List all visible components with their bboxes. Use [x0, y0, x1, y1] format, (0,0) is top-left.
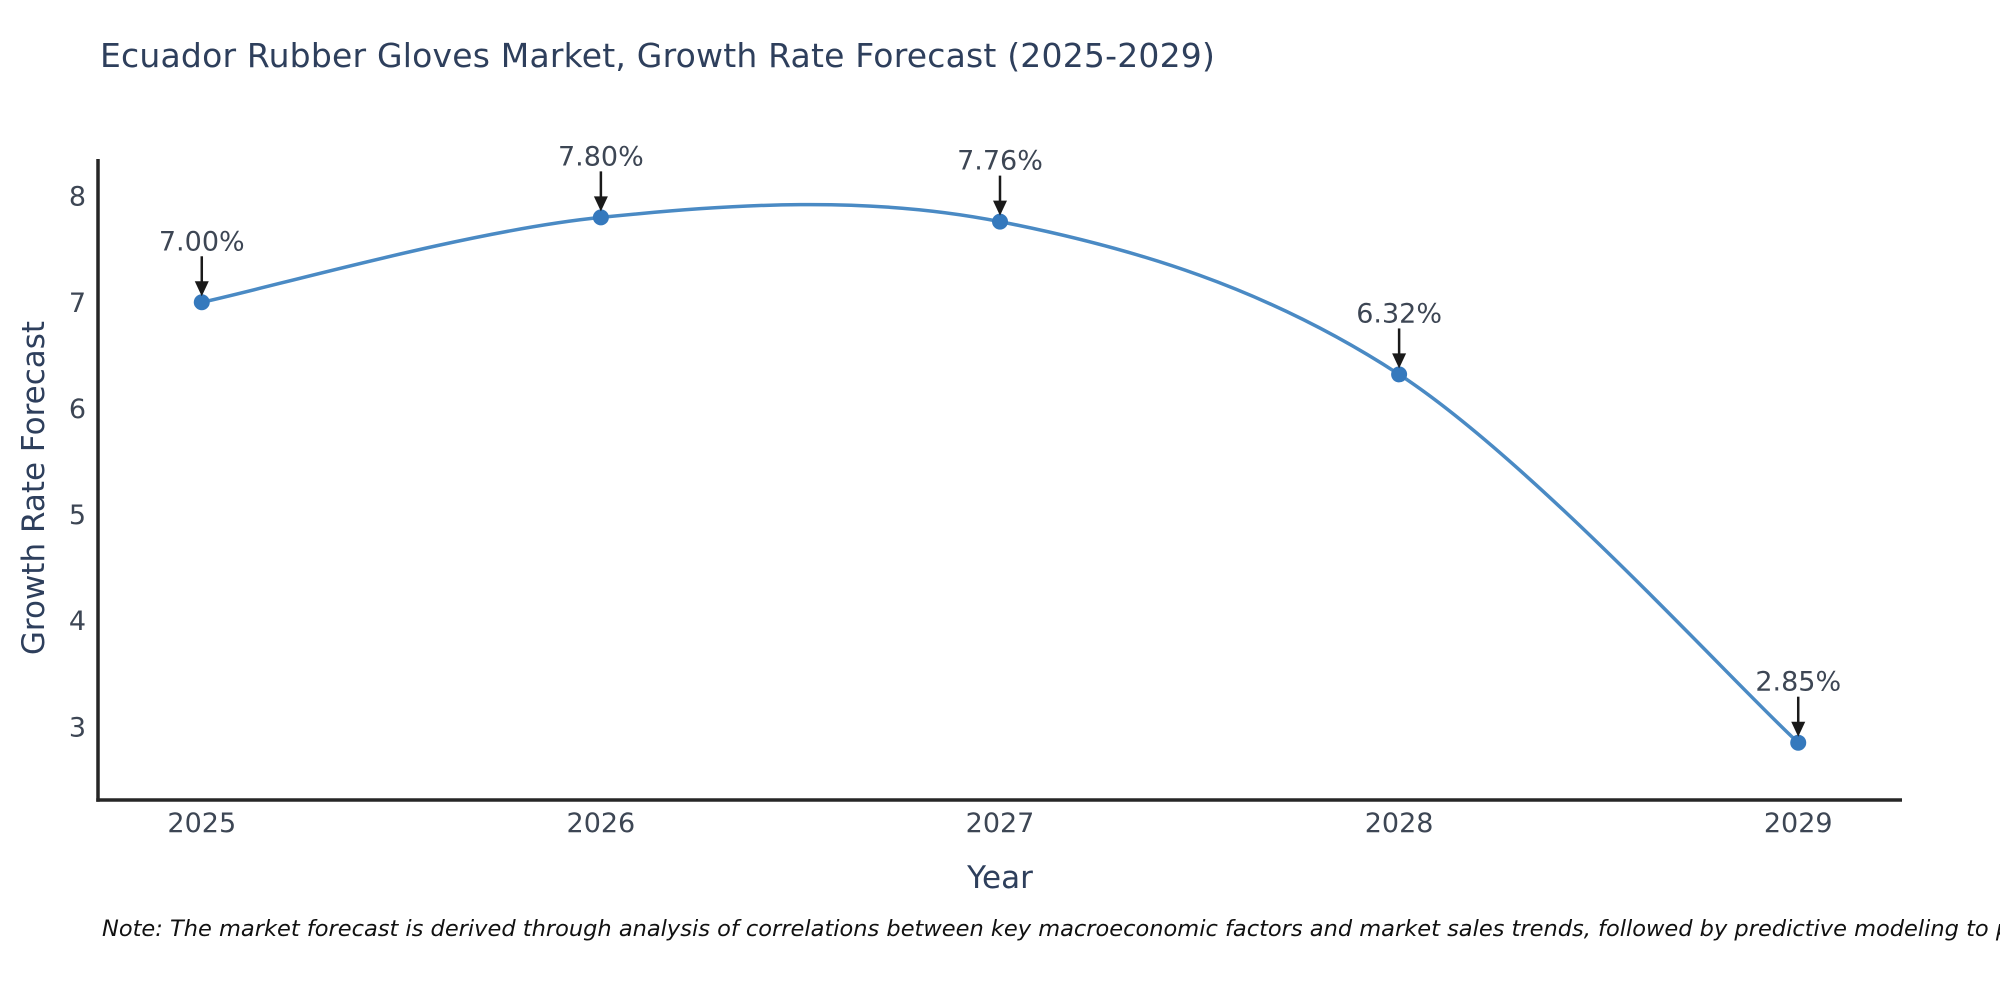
- chart-title: Ecuador Rubber Gloves Market, Growth Rat…: [100, 36, 1216, 75]
- x-axis-title: Year: [967, 860, 1033, 896]
- data-point-label: 7.76%: [957, 146, 1043, 177]
- y-tick-label: 4: [69, 606, 86, 637]
- x-tick-label: 2028: [1365, 808, 1434, 839]
- annotation-arrow-head-icon: [993, 200, 1007, 216]
- footnote: Note: The market forecast is derived thr…: [102, 916, 2000, 942]
- data-point-marker: [1790, 734, 1807, 751]
- data-point-marker: [592, 209, 609, 226]
- data-point-marker: [992, 213, 1008, 230]
- data-point-marker: [193, 294, 210, 311]
- data-point-label: 7.80%: [558, 141, 644, 172]
- y-tick-label: 6: [69, 394, 86, 425]
- x-tick-label: 2026: [567, 808, 636, 839]
- annotation-arrow-head-icon: [593, 196, 608, 212]
- y-tick-label: 8: [69, 182, 86, 213]
- data-point-label: 7.00%: [159, 226, 245, 257]
- y-tick-label: 7: [69, 288, 86, 319]
- y-tick-label: 5: [69, 500, 86, 531]
- x-tick-label: 2029: [1764, 808, 1833, 839]
- y-tick-label: 3: [69, 712, 86, 743]
- annotation-arrow-head-icon: [194, 281, 209, 297]
- x-tick-label: 2027: [966, 808, 1035, 839]
- data-point-label: 2.85%: [1755, 667, 1841, 698]
- data-point-marker: [1391, 366, 1408, 383]
- forecast-line: [201, 202, 1800, 744]
- x-tick-label: 2025: [167, 808, 236, 839]
- data-point-label: 6.32%: [1356, 298, 1442, 329]
- annotation-arrow-head-icon: [1392, 353, 1407, 369]
- annotation-arrow-head-icon: [1791, 721, 1806, 737]
